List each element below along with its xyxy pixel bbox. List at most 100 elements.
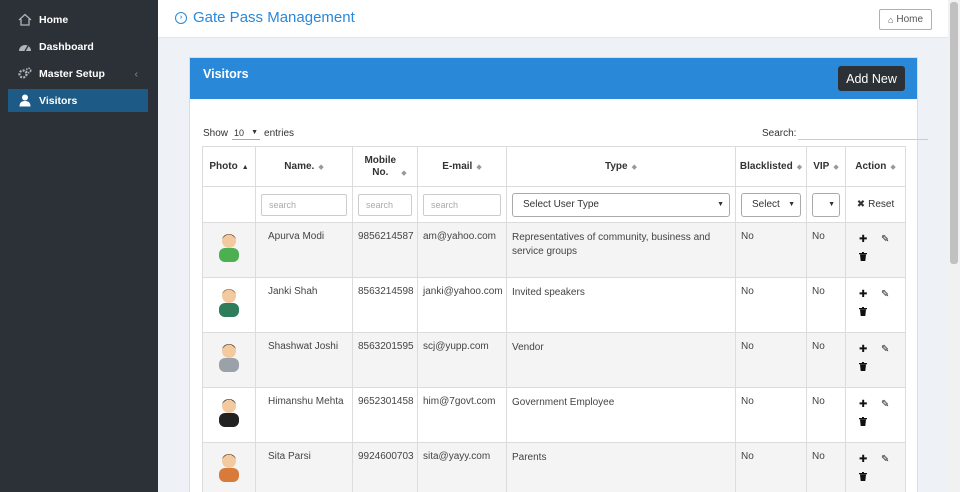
- table-row: Himanshu Mehta 9652301458 him@7govt.com …: [202, 387, 906, 443]
- mobile-cell: 8563214598: [352, 277, 418, 333]
- col-blacklisted-label: Blacklisted: [739, 161, 793, 172]
- home-icon: [18, 13, 32, 27]
- mobile-filter-input[interactable]: search: [358, 193, 412, 216]
- email-filter-input[interactable]: search: [423, 193, 501, 216]
- name-cell: Shashwat Joshi: [255, 332, 353, 388]
- photo-cell: [202, 332, 256, 388]
- page-length-control: Show 10 ▼ entries: [203, 126, 294, 140]
- type-cell: Parents: [506, 442, 736, 492]
- trash-icon[interactable]: [859, 362, 873, 374]
- mobile-cell: 9924600703: [352, 442, 418, 492]
- trash-icon[interactable]: [859, 307, 873, 319]
- type-cell: Vendor: [506, 332, 736, 388]
- col-mobile-label: Mobile No.: [364, 154, 397, 178]
- col-mobile[interactable]: Mobile No. ◆: [352, 146, 418, 187]
- col-photo-label: Photo: [209, 161, 238, 172]
- page-length-select[interactable]: 10 ▼: [232, 126, 261, 140]
- pencil-icon[interactable]: ✎: [881, 234, 890, 245]
- avatar: [219, 234, 239, 262]
- blacklisted-cell: No: [735, 442, 807, 492]
- col-vip[interactable]: VIP ◆: [806, 146, 846, 187]
- sidebar-item-home[interactable]: Home: [8, 8, 148, 31]
- sidebar-item-label: Dashboard: [39, 40, 94, 53]
- page-scrollbar[interactable]: [948, 0, 960, 492]
- filter-vip-cell: ▼: [806, 186, 846, 223]
- type-cell: Invited speakers: [506, 277, 736, 333]
- pencil-icon[interactable]: ✎: [881, 399, 890, 410]
- photo-cell: [202, 387, 256, 443]
- search-label: Search:: [762, 127, 797, 139]
- mobile-cell: 9856214587: [352, 222, 418, 278]
- email-cell: him@7govt.com: [417, 387, 507, 443]
- vip-cell: No: [806, 277, 846, 333]
- avatar: [219, 454, 239, 482]
- plus-icon[interactable]: ✚: [859, 234, 868, 245]
- chevron-left-icon: ‹: [134, 67, 139, 80]
- dashboard-icon: [18, 40, 32, 54]
- type-filter-select[interactable]: Select User Type ▼: [512, 192, 730, 217]
- pencil-icon[interactable]: ✎: [881, 454, 890, 465]
- logo-icon: ›: [175, 11, 187, 24]
- sidebar-item-label: Master Setup: [39, 67, 105, 80]
- blacklisted-cell: No: [735, 277, 807, 333]
- filter-row: search search search Select User Type ▼ S…: [202, 186, 906, 223]
- col-type-label: Type: [605, 161, 628, 172]
- reset-button[interactable]: ✖ Reset: [851, 199, 900, 210]
- blacklist-filter-select[interactable]: Select ▼: [741, 192, 801, 217]
- sidebar-item-dashboard[interactable]: Dashboard: [8, 35, 148, 58]
- home-button[interactable]: ⌂ Home: [879, 9, 932, 30]
- filter-blacklist-cell: Select ▼: [735, 186, 807, 223]
- mobile-cell: 9652301458: [352, 387, 418, 443]
- trash-icon[interactable]: [859, 252, 873, 264]
- avatar: [219, 289, 239, 317]
- name-filter-input[interactable]: search: [261, 193, 347, 216]
- app-title-text: Gate Pass Management: [193, 9, 355, 26]
- email-cell: janki@yahoo.com: [417, 277, 507, 333]
- col-photo[interactable]: Photo ▲: [202, 146, 256, 187]
- trash-icon[interactable]: [859, 472, 873, 484]
- col-email[interactable]: E-mail ◆: [417, 146, 507, 187]
- sidebar: Home Dashboard Master Setup ‹ Visitors: [0, 0, 158, 492]
- sort-icon: ◆: [833, 164, 839, 171]
- table-row: Shashwat Joshi 8563201595 scj@yupp.com V…: [202, 332, 906, 388]
- plus-icon[interactable]: ✚: [859, 454, 868, 465]
- page-length-value: 10: [234, 127, 245, 138]
- sort-icon: ◆: [631, 164, 637, 171]
- email-cell: scj@yupp.com: [417, 332, 507, 388]
- vip-cell: No: [806, 222, 846, 278]
- sidebar-item-master-setup[interactable]: Master Setup ‹: [8, 62, 148, 85]
- vip-cell: No: [806, 387, 846, 443]
- trash-icon[interactable]: [859, 417, 873, 429]
- sort-icon: ◆: [401, 169, 407, 177]
- action-cell: ✚ ✎: [845, 442, 906, 492]
- pencil-icon[interactable]: ✎: [881, 289, 890, 300]
- gears-icon: [18, 67, 32, 81]
- col-type[interactable]: Type ◆: [506, 146, 736, 187]
- plus-icon[interactable]: ✚: [859, 289, 868, 300]
- sidebar-item-visitors[interactable]: Visitors: [8, 89, 148, 112]
- add-new-button[interactable]: Add New: [838, 66, 905, 91]
- table-search: Search:: [762, 126, 929, 140]
- pencil-icon[interactable]: ✎: [881, 344, 890, 355]
- col-action[interactable]: Action ◆: [845, 146, 906, 187]
- filter-name-cell: search: [255, 186, 353, 223]
- table-row: Sita Parsi 9924600703 sita@yayy.com Pare…: [202, 442, 906, 492]
- col-blacklisted[interactable]: Blacklisted ◆: [735, 146, 807, 187]
- plus-icon[interactable]: ✚: [859, 344, 868, 355]
- action-cell: ✚ ✎: [845, 387, 906, 443]
- visitors-panel: Visitors Add New Show 10 ▼ entries Searc…: [189, 57, 929, 492]
- col-action-label: Action: [855, 161, 887, 172]
- col-name[interactable]: Name. ◆: [255, 146, 353, 187]
- home-button-label: Home: [896, 14, 924, 25]
- caret-down-icon: ▼: [251, 129, 259, 136]
- vip-cell: No: [806, 332, 846, 388]
- action-cell: ✚ ✎: [845, 222, 906, 278]
- filter-email-cell: search: [417, 186, 507, 223]
- sidebar-item-label: Home: [39, 13, 69, 26]
- scrollbar-thumb[interactable]: [950, 2, 958, 264]
- vip-filter-select[interactable]: ▼: [812, 192, 840, 217]
- search-input[interactable]: [798, 126, 929, 140]
- filter-mobile-cell: search: [352, 186, 418, 223]
- plus-icon[interactable]: ✚: [859, 399, 868, 410]
- entries-label: entries: [264, 127, 295, 139]
